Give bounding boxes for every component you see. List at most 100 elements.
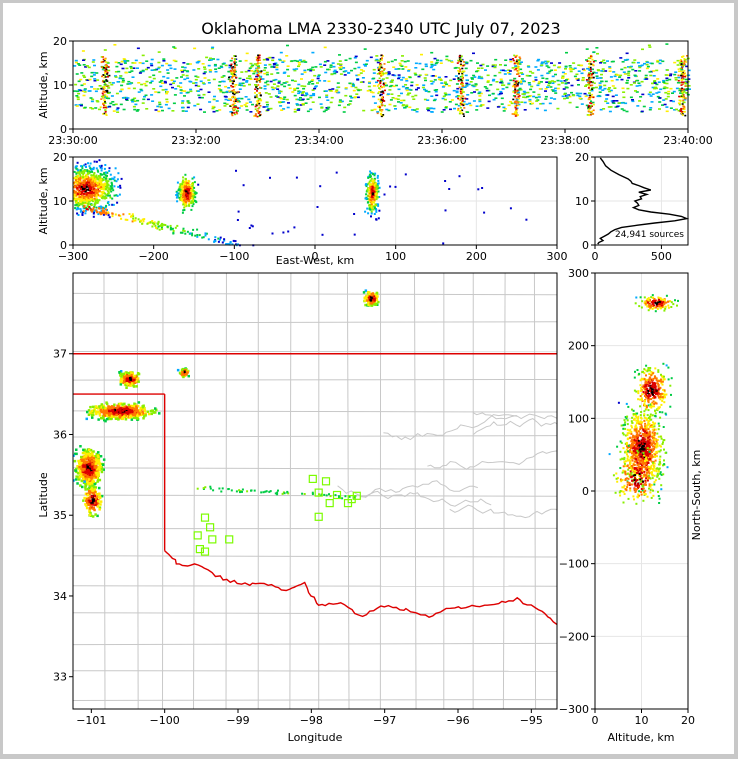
time-height-cell xyxy=(115,66,118,68)
ew-density-cell xyxy=(146,223,148,225)
time-height-cell xyxy=(182,62,185,64)
time-height-cell xyxy=(656,61,659,63)
time-height-cell xyxy=(256,69,258,71)
ew-density-cell xyxy=(87,208,89,210)
time-height-cell xyxy=(591,75,593,77)
time-height-cell xyxy=(287,107,290,109)
ew-density-cell xyxy=(84,205,86,207)
time-height-cell xyxy=(565,52,568,54)
time-height-cell xyxy=(379,95,381,97)
time-height-cell xyxy=(460,65,462,67)
time-height-cell xyxy=(401,60,404,62)
time-height-cell xyxy=(255,115,257,117)
plan-density-cell xyxy=(115,418,118,421)
time-height-cell xyxy=(545,88,548,90)
time-height-cell xyxy=(545,63,548,65)
ew-density-cell xyxy=(442,242,444,244)
time-height-cell xyxy=(319,64,322,66)
ew-density-cell xyxy=(354,234,356,236)
time-height-cell xyxy=(224,105,227,107)
time-height-ylabel: Altitude, km xyxy=(37,51,50,118)
time-height-cell xyxy=(86,65,89,67)
time-height-cell xyxy=(627,77,630,79)
time-height-cell xyxy=(599,91,602,93)
time-height-cell xyxy=(123,109,126,111)
time-height-cell xyxy=(317,76,320,78)
ew-density-cell xyxy=(185,201,187,203)
time-height-cell xyxy=(165,93,168,95)
time-height-cell xyxy=(198,97,201,99)
time-height-cell xyxy=(356,79,359,81)
time-height-cell xyxy=(479,65,482,67)
plan-density-cell xyxy=(83,461,86,464)
time-height-cell xyxy=(230,65,232,67)
time-height-cell xyxy=(331,88,334,90)
time-height-cell xyxy=(587,60,589,62)
time-height-cell xyxy=(187,107,190,109)
time-height-cell xyxy=(581,73,584,75)
time-height-cell xyxy=(683,63,685,65)
time-height-cell xyxy=(167,72,170,74)
plan-density-cell xyxy=(123,415,126,418)
time-height-cell xyxy=(192,69,195,71)
altitude-tick-label: 0 xyxy=(582,239,589,252)
ew-density-cell xyxy=(78,198,80,200)
plan-density-cell xyxy=(74,460,77,463)
ew-density-cell xyxy=(179,183,181,185)
time-height-cell xyxy=(548,81,551,83)
time-height-cell xyxy=(503,110,506,112)
time-height-cell xyxy=(262,78,265,80)
time-height-cell xyxy=(186,63,189,65)
ew-density-cell xyxy=(243,184,245,186)
time-height-cell xyxy=(374,109,377,111)
time-height-cell xyxy=(209,71,212,73)
time-height-cell xyxy=(476,89,479,91)
time-height-cell xyxy=(494,75,497,77)
time-height-cell xyxy=(382,99,384,101)
plan-density-cell xyxy=(78,466,81,469)
time-height-cell xyxy=(235,77,237,79)
time-height-cell xyxy=(95,91,98,93)
ew-density-cell xyxy=(117,178,119,180)
time-height-cell xyxy=(391,79,394,81)
time-height-cell xyxy=(256,103,258,105)
time-height-cell xyxy=(387,61,390,63)
ew-density-cell xyxy=(87,162,89,164)
time-height-cell xyxy=(457,77,459,79)
time-height-cell xyxy=(508,73,511,75)
ew-density-cell xyxy=(189,184,191,186)
plan-density-cell xyxy=(116,411,119,414)
time-height-cell xyxy=(397,95,400,97)
ew-density-cell xyxy=(113,178,115,180)
ew-density-cell xyxy=(109,195,111,197)
time-height-cell xyxy=(222,63,225,65)
plan-density-cell xyxy=(143,415,146,418)
time-height-cell xyxy=(562,72,565,74)
time-height-cell xyxy=(682,105,684,107)
time-height-cell xyxy=(235,55,237,57)
time-height-cell xyxy=(245,106,248,108)
ew-density-cell xyxy=(92,178,94,180)
time-height-cell xyxy=(554,88,557,90)
plan-density-cell xyxy=(100,417,103,420)
plan-density-cell xyxy=(120,383,123,386)
time-height-cell xyxy=(162,58,165,60)
time-height-cell xyxy=(325,109,328,111)
time-height-cell xyxy=(83,89,86,91)
time-height-cell xyxy=(487,75,490,77)
time-height-cell xyxy=(665,106,668,108)
time-height-cell xyxy=(537,94,540,96)
plan-density-cell xyxy=(91,466,94,469)
time-height-cell xyxy=(549,86,552,88)
ew-density-cell xyxy=(121,178,123,180)
time-height-cell xyxy=(462,85,464,87)
time-height-cell xyxy=(165,99,168,101)
time-height-cell xyxy=(364,48,367,50)
plan-density-cell xyxy=(82,473,85,476)
time-height-cell xyxy=(678,71,681,73)
time-height-cell xyxy=(612,61,615,63)
time-height-cell xyxy=(621,79,624,81)
time-height-cell xyxy=(264,85,267,87)
time-height-cell xyxy=(302,91,305,93)
